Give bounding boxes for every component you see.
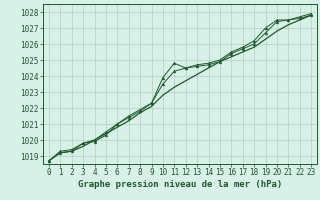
X-axis label: Graphe pression niveau de la mer (hPa): Graphe pression niveau de la mer (hPa) (78, 180, 282, 189)
